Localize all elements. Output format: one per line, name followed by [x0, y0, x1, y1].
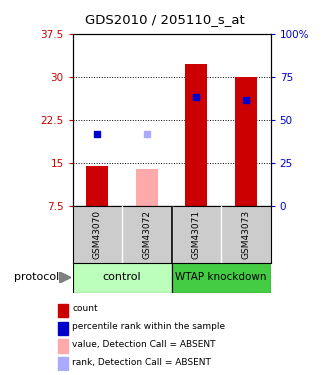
Text: WTAP knockdown: WTAP knockdown: [175, 273, 267, 282]
Text: GSM43073: GSM43073: [241, 210, 250, 259]
Bar: [58, 304, 68, 318]
Text: GSM43071: GSM43071: [192, 210, 201, 259]
Bar: [235, 77, 257, 206]
Bar: [86, 166, 109, 206]
Bar: [185, 64, 208, 206]
Bar: [73, 262, 172, 292]
Polygon shape: [59, 272, 71, 283]
Text: percentile rank within the sample: percentile rank within the sample: [72, 322, 225, 331]
Text: rank, Detection Call = ABSENT: rank, Detection Call = ABSENT: [72, 358, 211, 367]
Bar: [172, 262, 271, 292]
Bar: [58, 357, 68, 371]
Text: GSM43070: GSM43070: [93, 210, 102, 259]
Text: count: count: [72, 304, 98, 313]
Text: protocol: protocol: [14, 273, 59, 282]
Text: GDS2010 / 205110_s_at: GDS2010 / 205110_s_at: [85, 13, 245, 26]
Text: control: control: [103, 273, 142, 282]
Bar: [73, 262, 172, 292]
Text: GSM43072: GSM43072: [142, 210, 151, 259]
Bar: [58, 322, 68, 335]
Bar: [172, 262, 271, 292]
Bar: [136, 169, 158, 206]
Bar: [58, 339, 68, 353]
Text: value, Detection Call = ABSENT: value, Detection Call = ABSENT: [72, 340, 216, 349]
